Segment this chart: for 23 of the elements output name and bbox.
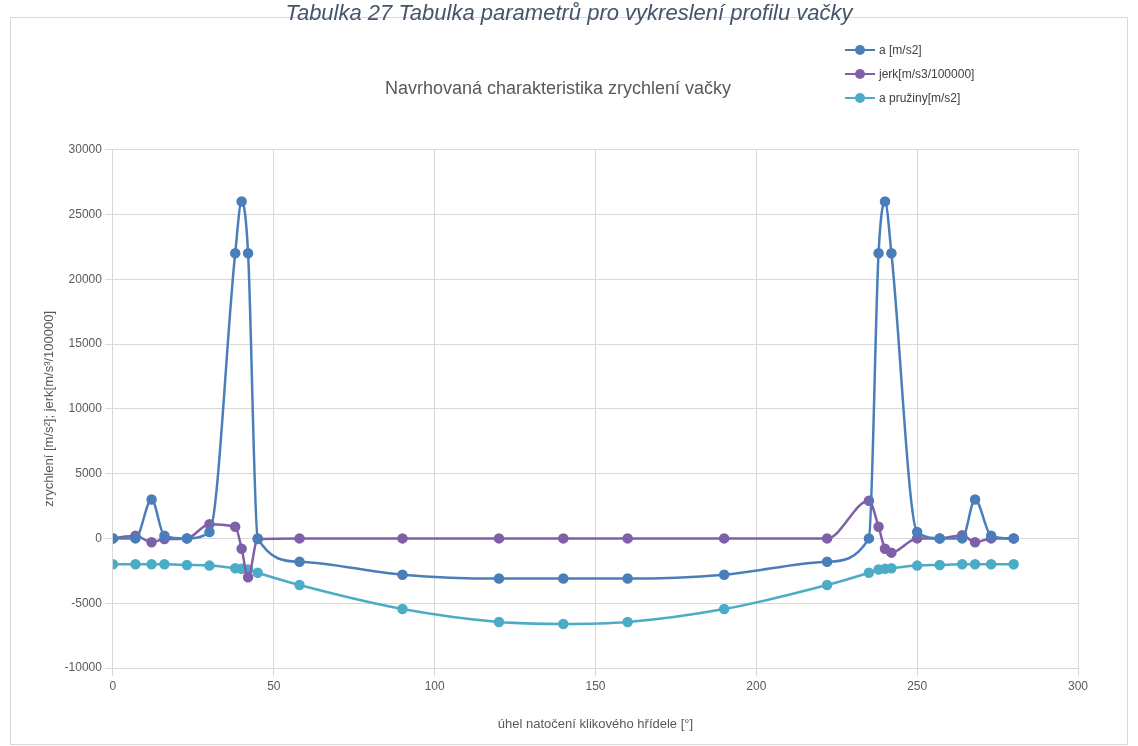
- x-tick-label: 300: [1067, 678, 1089, 693]
- y-tick-label: -10000: [64, 660, 103, 675]
- y-tick-label: -5000: [71, 595, 103, 610]
- x-tick-label: 150: [585, 678, 606, 693]
- y-tick-label: 10000: [68, 401, 103, 416]
- y-tick-label: 5000: [75, 465, 103, 480]
- x-tick-label: 50: [267, 678, 281, 693]
- y-tick-label: 20000: [68, 271, 103, 286]
- x-axis-title: úhel natočení klikového hřídele [°]: [497, 715, 694, 731]
- legend-label: a pružiny[m/s2]: [879, 91, 961, 105]
- text: Tabulka 27 Tabulka parametrů pro vykreslení profilu vačky: [284, 0, 855, 26]
- y-tick-label: 15000: [68, 336, 103, 351]
- x-tick-label: 100: [424, 678, 445, 693]
- x-tick-label: 200: [746, 678, 767, 693]
- legend-label: jerk[m/s3/100000]: [879, 67, 975, 81]
- x-tick-label: 0: [109, 678, 117, 693]
- y-axis-title: zrychlení [m/s²]; jerk[m/s³/100000]: [41, 310, 57, 507]
- chart-title: Navrhovaná charakteristika zrychlení vačky: [384, 77, 732, 98]
- y-tick-label: 0: [95, 530, 103, 545]
- y-tick-label: 25000: [68, 206, 103, 221]
- x-tick-label: 250: [907, 678, 928, 693]
- y-tick-label: 30000: [68, 141, 103, 156]
- legend-label: a [m/s2]: [879, 43, 922, 57]
